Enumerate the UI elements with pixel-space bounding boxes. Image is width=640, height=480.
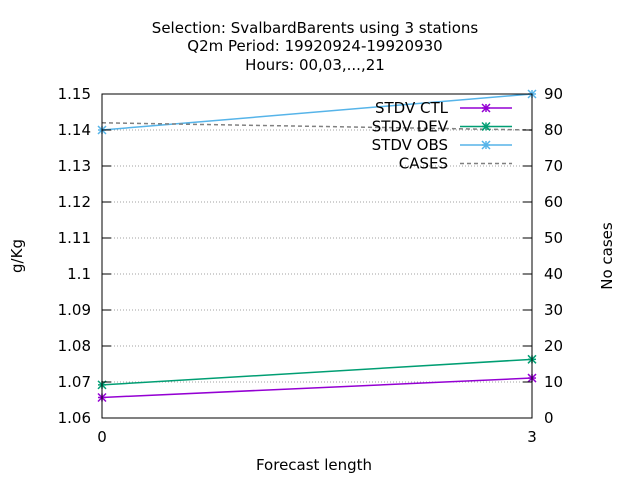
series-line-stdv-ctl: [101, 377, 533, 399]
y2-tick-label: 90: [544, 85, 563, 103]
legend-marker-stdv-ctl: [481, 103, 491, 113]
plot-frame: [101, 93, 533, 419]
y2-tick-label: 30: [544, 301, 563, 319]
x-tick-label: 0: [97, 428, 107, 446]
chart-title-line-2: Q2m Period: 19920924-19920930: [187, 37, 442, 55]
y-tick-label: 1.14: [58, 121, 91, 139]
y2-tick-label: 80: [544, 121, 563, 139]
series-line-stdv-dev: [101, 358, 533, 386]
y-tick-label: 1.11: [58, 229, 91, 247]
y2-tick-label: 0: [544, 409, 554, 427]
y-tick-label: 1.06: [58, 409, 91, 427]
x-tick-label: 3: [527, 428, 537, 446]
x-axis-label: Forecast length: [256, 456, 372, 474]
y-tick-label: 1.13: [58, 157, 91, 175]
y-tick-label: 1.08: [58, 337, 91, 355]
chart-title-line-1: Selection: SvalbardBarents using 3 stati…: [152, 19, 479, 37]
marker-stroke: [481, 103, 491, 113]
y2-axis-label: No cases: [598, 222, 616, 290]
y2-tick-label: 60: [544, 193, 563, 211]
y-tick-label: 1.15: [58, 85, 91, 103]
y-tick-label: 1.12: [58, 193, 91, 211]
y2-tick-label: 40: [544, 265, 563, 283]
y-tick-label: 1.1: [67, 265, 91, 283]
legend-marker-stdv-dev: [481, 121, 491, 132]
chart-title-line-3: Hours: 00,03,...,21: [245, 56, 385, 74]
y2-tick-label: 50: [544, 229, 563, 247]
y2-tick-label: 20: [544, 337, 563, 355]
axis-ticks: 1.06 1.07 1.08 1.09 1.1 1.11 1.12 1.13 1.14 1.15 0…: [58, 85, 564, 446]
y-axis-label: g/Kg: [8, 239, 26, 273]
legend-label-stdv-obs: STDV OBS: [372, 136, 448, 154]
legend-label-cases: CASES: [399, 155, 448, 173]
marker-stroke: [481, 140, 491, 150]
legend-label-stdv-ctl: STDV CTL: [375, 99, 449, 117]
y2-tick-label: 10: [544, 373, 563, 391]
y-tick-label: 1.09: [58, 301, 91, 319]
series-layer: [97, 89, 537, 403]
marker-stroke: [481, 121, 491, 132]
series-line-cases: [101, 122, 533, 131]
gridlines: [102, 129, 532, 383]
y-tick-label: 1.07: [58, 373, 91, 391]
legend-marker-stdv-obs: [481, 140, 491, 150]
legend-label-stdv-dev: STDV DEV: [372, 118, 449, 136]
y2-tick-label: 70: [544, 157, 563, 175]
